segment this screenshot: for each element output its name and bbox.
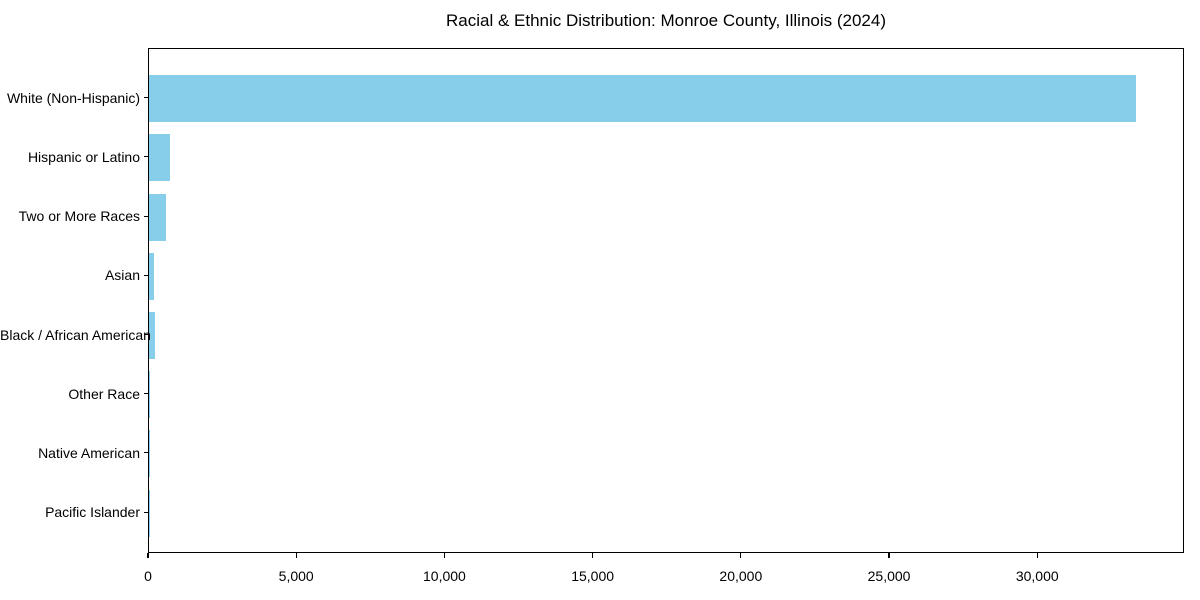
plot-area (148, 48, 1184, 553)
bar-hispanic-or-latino (149, 134, 171, 182)
y-tick-mark (144, 274, 148, 276)
x-tick-label: 20,000 (719, 568, 763, 584)
y-tick-mark (144, 215, 148, 217)
y-tick-label: Hispanic or Latino (27, 148, 140, 165)
y-tick-label: Other Race (68, 385, 140, 402)
bar-other-race (149, 371, 151, 419)
y-tick-label: Pacific Islander (45, 504, 140, 521)
y-tick-label: Asian (104, 267, 140, 284)
chart-title: Racial & Ethnic Distribution: Monroe Cou… (446, 11, 886, 30)
bar-white-non-hispanic (149, 75, 1137, 123)
x-tick-mark (147, 553, 149, 558)
y-tick-mark (144, 393, 148, 395)
x-tick-mark (1036, 553, 1038, 558)
x-tick-label: 25,000 (867, 568, 911, 584)
x-tick-mark (888, 553, 890, 558)
y-tick-label: Native American (38, 444, 140, 461)
bar-black-african-american (149, 312, 156, 359)
x-tick-label: 30,000 (1015, 568, 1059, 584)
bar-asian (149, 252, 155, 300)
bar-two-or-more-races (149, 193, 167, 241)
y-tick-label: Two or More Races (18, 208, 140, 225)
x-tick-mark (592, 553, 594, 558)
x-tick-label: 10,000 (423, 568, 466, 584)
x-tick-label: 5,000 (278, 568, 314, 584)
x-tick-mark (295, 553, 297, 558)
y-tick-mark (144, 156, 148, 158)
y-tick-label: White (Non-Hispanic) (6, 89, 140, 106)
x-tick-mark (443, 553, 445, 558)
x-tick-label: 15,000 (571, 568, 615, 584)
y-tick-mark (144, 97, 148, 99)
bar-native-american (149, 430, 150, 478)
y-tick-mark (144, 333, 148, 336)
y-tick-mark (144, 452, 148, 454)
y-tick-mark (144, 511, 148, 513)
x-tick-mark (740, 553, 742, 558)
y-tick-label: Black / African American (0, 326, 151, 343)
x-tick-label: 0 (144, 568, 152, 584)
